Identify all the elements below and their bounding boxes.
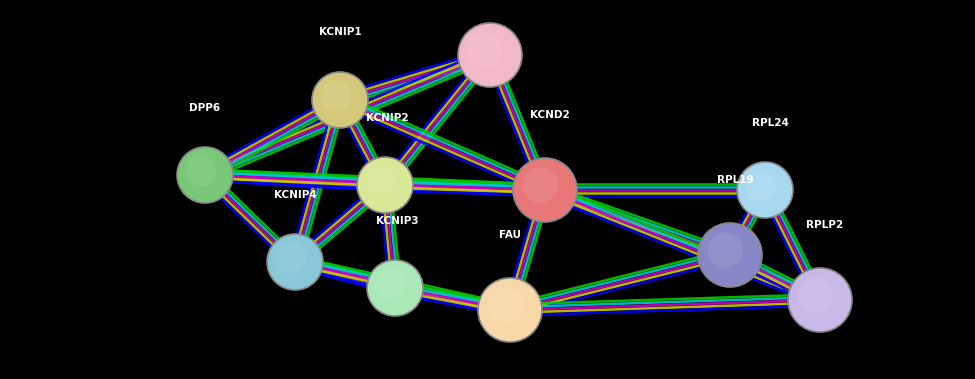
Circle shape	[185, 155, 216, 186]
Circle shape	[788, 268, 852, 332]
Text: RPL19: RPL19	[717, 175, 754, 185]
Circle shape	[468, 33, 503, 68]
Circle shape	[357, 157, 413, 213]
Text: KCNIP4: KCNIP4	[274, 190, 316, 200]
Text: DPP6: DPP6	[189, 103, 220, 113]
Circle shape	[746, 171, 776, 201]
Text: RPLP2: RPLP2	[806, 220, 843, 230]
Circle shape	[708, 233, 743, 268]
Text: KCNIP3: KCNIP3	[375, 216, 418, 226]
Circle shape	[513, 158, 577, 222]
Circle shape	[798, 277, 833, 313]
Circle shape	[366, 165, 396, 196]
Circle shape	[478, 278, 542, 342]
Text: KCND2: KCND2	[530, 110, 569, 120]
Circle shape	[488, 288, 523, 323]
Circle shape	[523, 168, 558, 203]
Circle shape	[321, 80, 351, 111]
Circle shape	[177, 147, 233, 203]
Text: FAU: FAU	[499, 230, 521, 240]
Text: KCNIP2: KCNIP2	[366, 113, 409, 123]
Circle shape	[275, 243, 306, 273]
Circle shape	[698, 223, 762, 287]
Circle shape	[312, 72, 368, 128]
Text: RPL24: RPL24	[752, 118, 789, 128]
Circle shape	[737, 162, 793, 218]
Circle shape	[458, 23, 522, 87]
Circle shape	[375, 268, 407, 299]
Text: KCNIP1: KCNIP1	[319, 27, 362, 37]
Circle shape	[367, 260, 423, 316]
Circle shape	[267, 234, 323, 290]
